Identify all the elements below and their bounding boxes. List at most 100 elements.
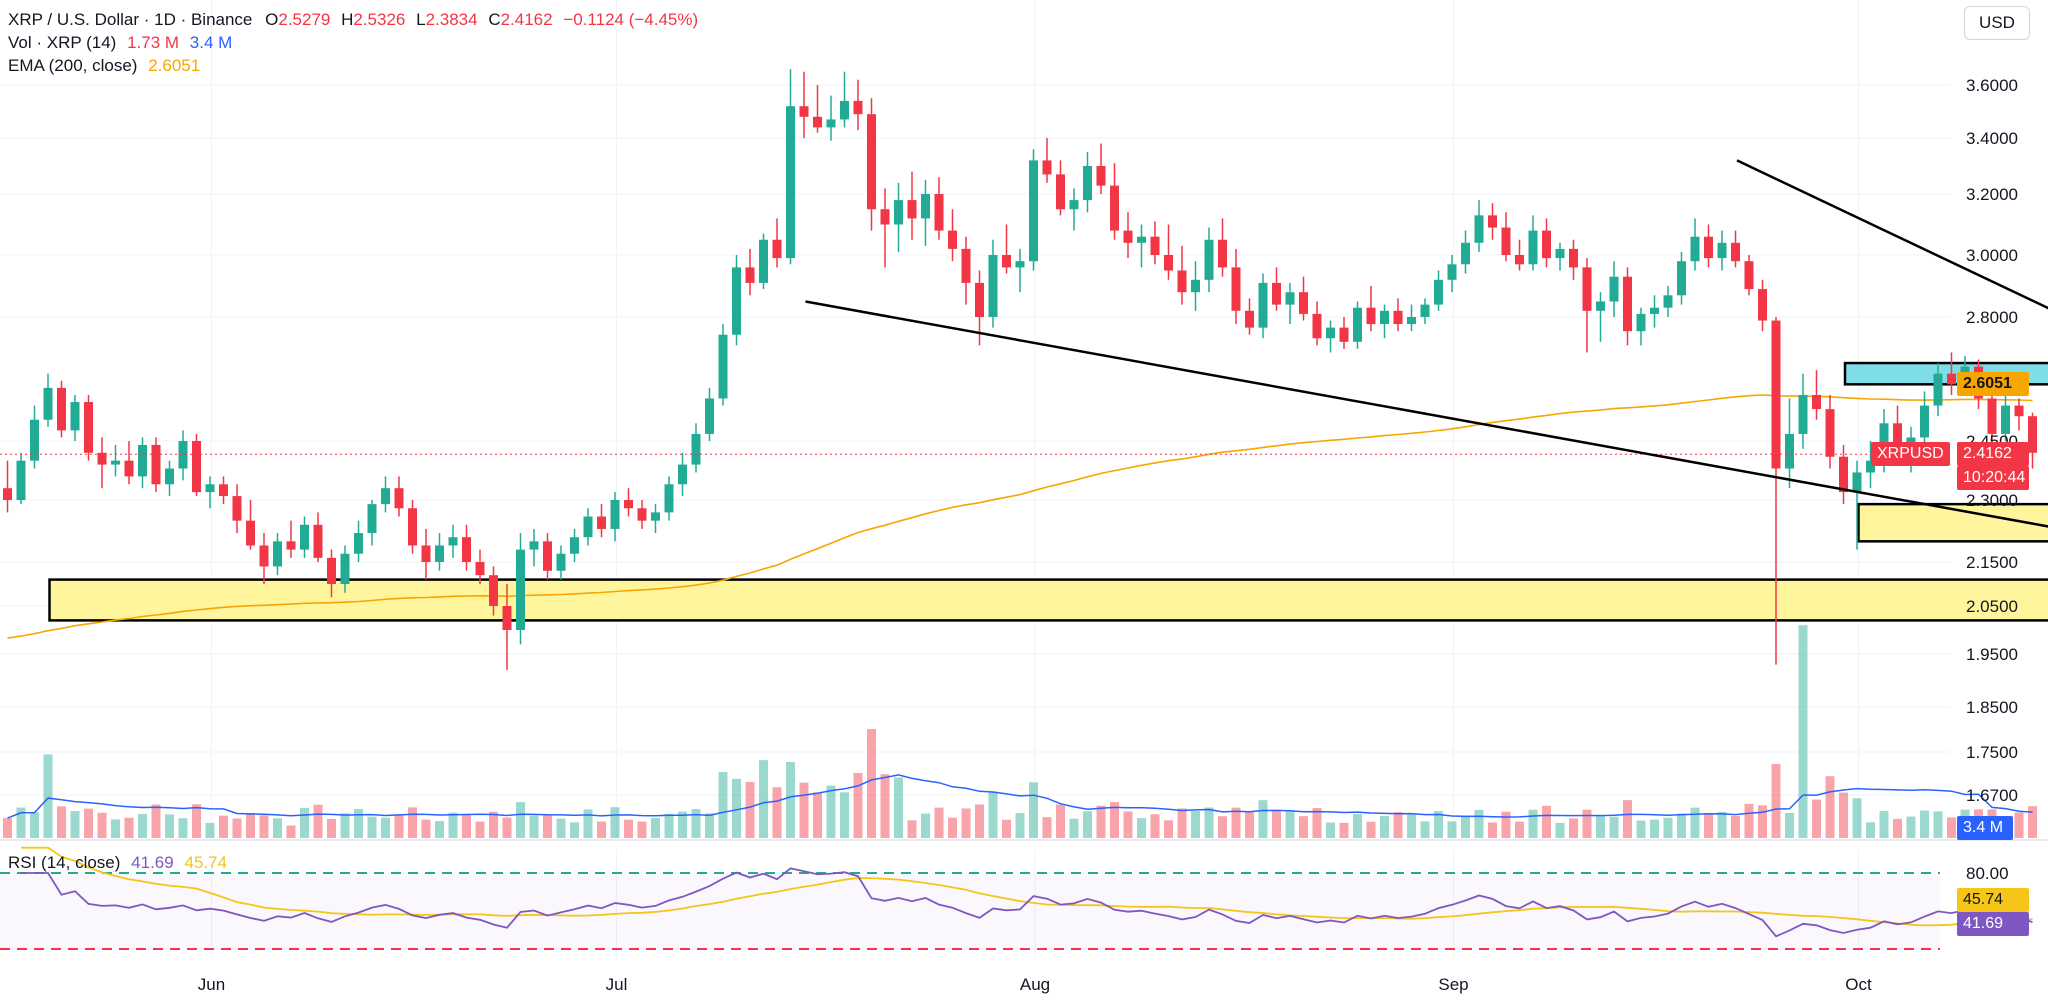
- candle-body: [1690, 236, 1700, 262]
- candle-body: [1879, 423, 1889, 461]
- volume-bar: [354, 808, 363, 838]
- volume-bar: [1650, 819, 1659, 838]
- volume-bar: [1461, 815, 1470, 838]
- candle-body: [219, 484, 228, 497]
- volume-ma-line: [7, 774, 2033, 819]
- volume-bar: [1839, 792, 1848, 838]
- candle-body: [1731, 242, 1740, 262]
- candle-body: [543, 541, 552, 571]
- volume-bar: [678, 811, 687, 838]
- candle-body: [1650, 307, 1659, 314]
- candle-body: [192, 441, 201, 493]
- time-tick-label: Oct: [1845, 975, 1872, 994]
- volume-bar: [1920, 810, 1929, 838]
- candle-body: [1312, 313, 1322, 339]
- candle-body: [1150, 236, 1160, 255]
- time-tick-label: Sep: [1438, 975, 1468, 994]
- volume-bar: [1312, 807, 1322, 838]
- candle-body: [1326, 327, 1335, 339]
- volume-bar: [732, 778, 741, 838]
- volume-bar: [1123, 811, 1133, 838]
- volume-bar: [1488, 822, 1497, 838]
- candle-body: [1407, 317, 1416, 325]
- volume-bar: [1474, 809, 1484, 838]
- candle-body: [718, 334, 728, 399]
- volume-bar: [921, 813, 930, 838]
- volume-bar: [1704, 813, 1713, 838]
- volume-bar: [448, 812, 458, 838]
- volume-bar: [1420, 821, 1430, 838]
- price-tick-label: 1.9500: [1966, 645, 2018, 664]
- candle-body: [435, 545, 444, 562]
- volume-bar: [624, 819, 633, 838]
- candle-body: [1677, 261, 1686, 296]
- currency-button[interactable]: USD: [1964, 6, 2030, 40]
- candle-body: [1825, 409, 1835, 457]
- rsi-path: [21, 867, 2033, 938]
- price-tick-label: 2.3000: [1966, 491, 2018, 510]
- ema-legend[interactable]: EMA (200, close) 2.6051: [8, 54, 200, 77]
- symbol-title[interactable]: XRP / U.S. Dollar · 1D · Binance: [8, 10, 253, 29]
- volume-bar: [529, 815, 539, 838]
- candle-body: [529, 541, 539, 550]
- candle-body: [1029, 160, 1038, 262]
- volume-bar: [1501, 811, 1511, 838]
- volume-bar: [1555, 822, 1565, 838]
- candle-body: [664, 484, 674, 513]
- volume-bar: [57, 806, 66, 838]
- volume-bar: [435, 821, 444, 838]
- candle-body: [1272, 282, 1281, 305]
- volume-bar: [111, 819, 120, 838]
- candle-body: [1920, 405, 1929, 438]
- volume-bar: [286, 825, 296, 838]
- volume-bar: [97, 812, 107, 838]
- candle-body: [2001, 405, 2010, 434]
- volume-bar: [1812, 799, 1821, 838]
- volume-bar: [1447, 821, 1457, 838]
- volume-bar: [1731, 816, 1740, 838]
- candlesticks: [3, 69, 2037, 670]
- volume-bar: [1582, 809, 1592, 838]
- candle-body: [1137, 236, 1146, 243]
- volume-bar: [637, 821, 647, 838]
- candle-body: [907, 200, 917, 219]
- price-tick-label: 3.6000: [1966, 76, 2018, 95]
- volume-bar: [1231, 807, 1241, 838]
- volume-bar: [1177, 808, 1187, 838]
- volume-bar: [543, 814, 552, 838]
- candle-body: [610, 500, 620, 529]
- chart-grid: [0, 0, 1950, 958]
- volume-bar: [1636, 820, 1646, 838]
- candle-body: [1069, 200, 1079, 210]
- candle-body: [651, 512, 660, 521]
- candle-body: [313, 524, 323, 558]
- candle-body: [1758, 289, 1767, 321]
- volume-bar: [1866, 822, 1875, 838]
- price-axis[interactable]: 3.60003.40003.20003.00002.80002.45002.30…: [1966, 76, 2018, 805]
- candle-body: [556, 553, 566, 571]
- volume-bar: [489, 811, 498, 838]
- candle-body: [286, 541, 296, 550]
- volume-bar: [3, 818, 12, 838]
- candle-body: [948, 230, 957, 249]
- rsi-pane: 80.00: [0, 846, 2033, 950]
- rsi-upper-label: 80.00: [1966, 864, 2009, 883]
- candle-body: [1393, 310, 1403, 325]
- volume-bar: [1596, 816, 1605, 838]
- volume-bar: [975, 804, 984, 838]
- candle-body: [597, 516, 606, 529]
- candle-body: [1056, 174, 1065, 210]
- rsi-legend[interactable]: RSI (14, close) 41.69 45.74: [8, 851, 227, 874]
- candle-body: [705, 398, 714, 434]
- candle-body: [16, 460, 26, 500]
- candle-body: [1501, 227, 1511, 255]
- volume-bar: [597, 821, 606, 838]
- volume-bar: [1825, 776, 1835, 838]
- candle-body: [502, 606, 512, 630]
- volume-legend[interactable]: Vol · XRP (14) 1.73 M 3.4 M: [8, 31, 232, 54]
- open-value: 2.5279: [278, 10, 331, 29]
- trendline: [805, 300, 2048, 528]
- time-axis[interactable]: JunJulAugSepOctNovDec: [198, 975, 2048, 994]
- ema-path: [7, 394, 2033, 639]
